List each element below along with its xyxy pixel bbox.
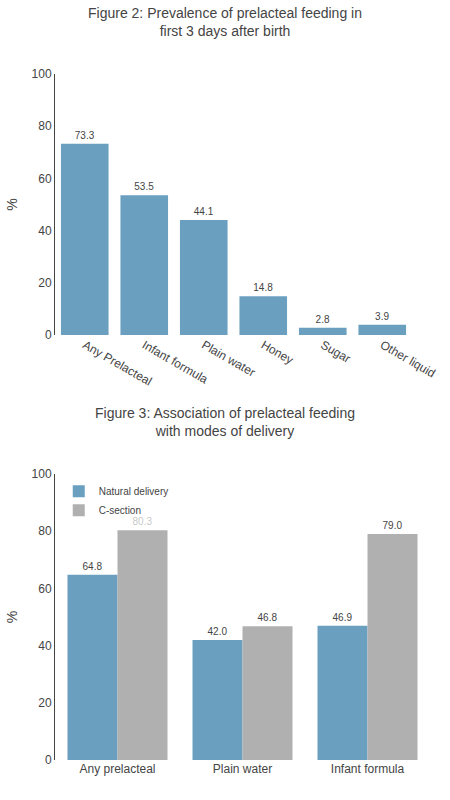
svg-text:53.5: 53.5 (134, 181, 154, 192)
svg-text:40: 40 (38, 224, 52, 238)
svg-text:42.0: 42.0 (208, 626, 228, 637)
svg-text:80: 80 (38, 119, 52, 133)
svg-text:Sugar: Sugar (318, 338, 353, 366)
svg-text:46.8: 46.8 (258, 612, 278, 623)
svg-text:100: 100 (32, 67, 52, 81)
svg-text:0: 0 (45, 328, 52, 342)
svg-text:80: 80 (38, 524, 52, 538)
svg-text:Any prelacteal: Any prelacteal (79, 762, 155, 776)
svg-text:100: 100 (32, 467, 52, 481)
svg-text:44.1: 44.1 (194, 206, 214, 217)
svg-text:C-section: C-section (99, 505, 141, 516)
svg-text:79.0: 79.0 (383, 520, 403, 531)
svg-text:14.8: 14.8 (253, 282, 273, 293)
svg-text:2.8: 2.8 (316, 314, 330, 325)
svg-text:46.9: 46.9 (333, 612, 353, 623)
svg-text:40: 40 (38, 639, 52, 653)
svg-text:73.3: 73.3 (75, 130, 95, 141)
svg-text:Infant formula: Infant formula (140, 338, 211, 387)
svg-text:0: 0 (45, 753, 52, 767)
svg-text:Other liquid: Other liquid (378, 338, 438, 381)
svg-text:Natural delivery: Natural delivery (99, 486, 168, 497)
svg-text:Figure 2: Prevalence of prelac: Figure 2: Prevalence of prelacteal feedi… (88, 5, 362, 39)
svg-text:%: % (4, 611, 20, 623)
svg-text:20: 20 (38, 276, 52, 290)
svg-text:Any Prelacteal: Any Prelacteal (80, 338, 154, 389)
svg-text:64.8: 64.8 (83, 561, 103, 572)
svg-text:60: 60 (38, 172, 52, 186)
svg-text:3.9: 3.9 (375, 311, 389, 322)
svg-text:Infant formula: Infant formula (331, 762, 405, 776)
svg-text:Plain water: Plain water (213, 762, 272, 776)
svg-text:Honey: Honey (259, 338, 296, 367)
svg-text:Figure 3: Association of prela: Figure 3: Association of prelacteal feed… (95, 405, 355, 439)
svg-text:20: 20 (38, 696, 52, 710)
svg-text:%: % (4, 198, 20, 210)
svg-text:Plain water: Plain water (199, 338, 257, 380)
svg-text:60: 60 (38, 582, 52, 596)
